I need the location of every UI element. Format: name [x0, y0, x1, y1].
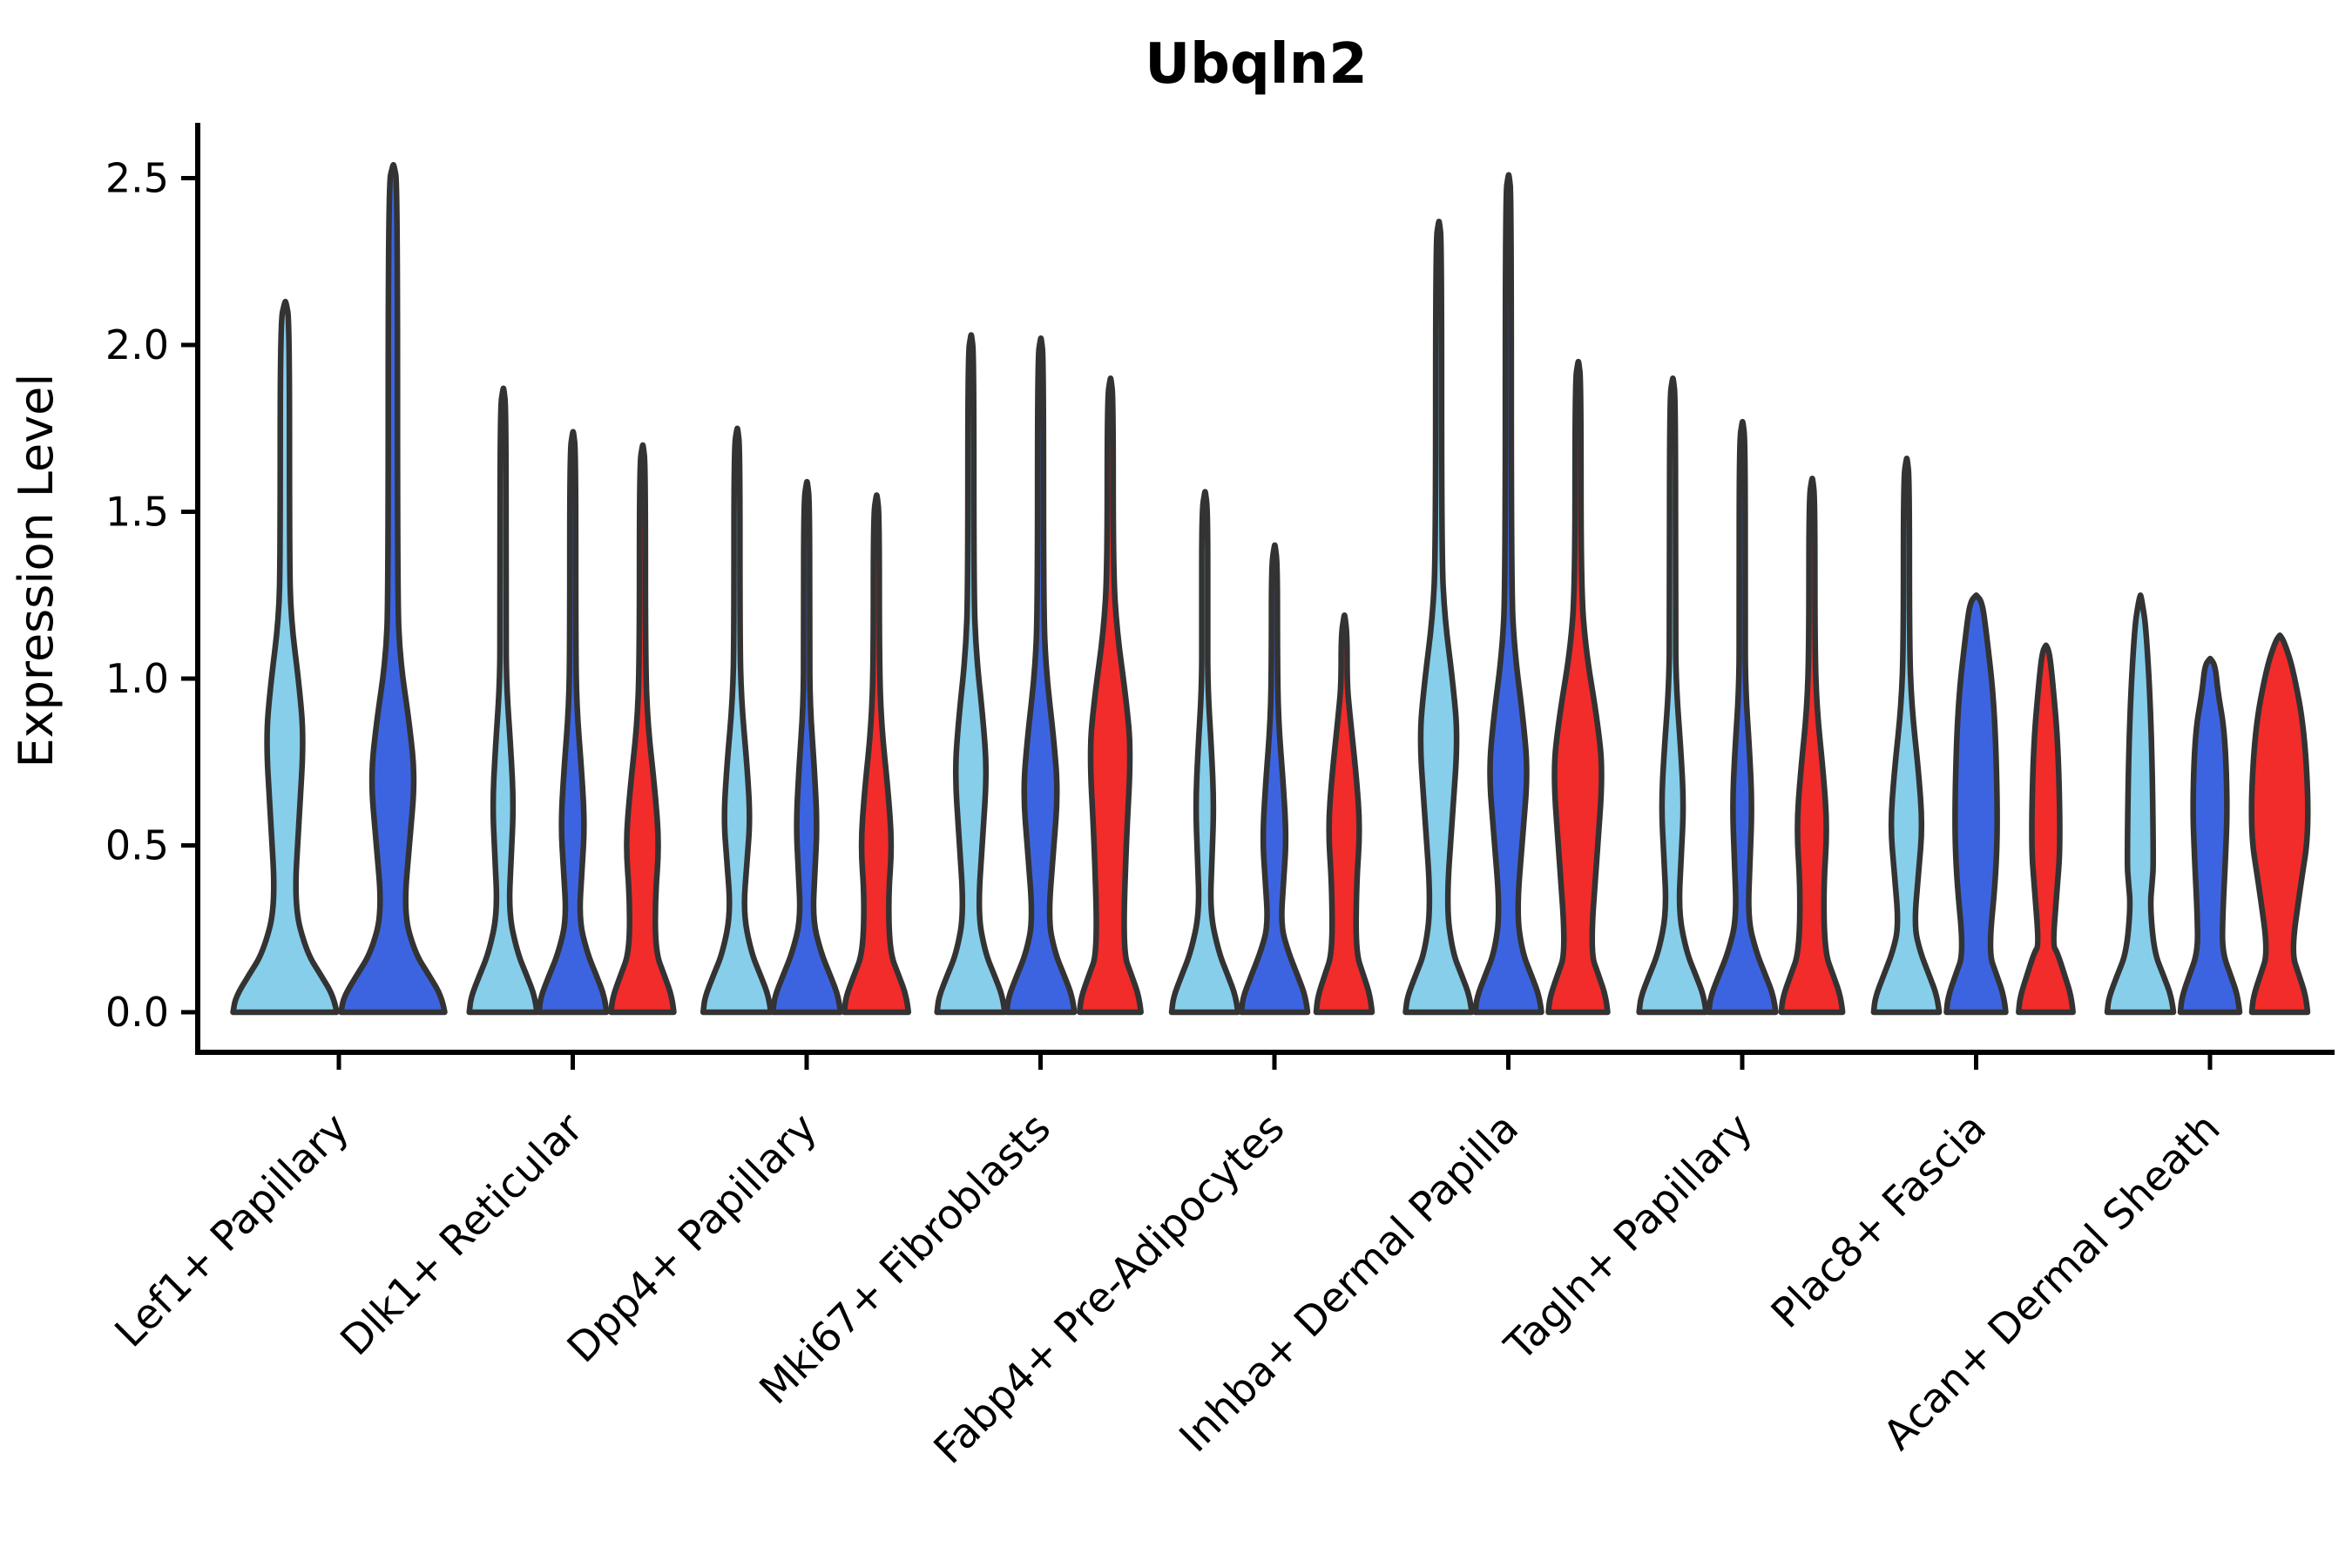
violin-dlk1-reticular-split-2 [536, 429, 610, 1016]
y-tick-label: 0.5 [105, 822, 169, 869]
y-tick-label: 0.0 [105, 989, 169, 1036]
y-tick-label: 2.5 [105, 155, 169, 202]
violin-tagln-papillary-split-3 [1778, 475, 1846, 1016]
x-tick-label-plac8-fascia: Plac8+ Fascia [1762, 1105, 1996, 1338]
violin-mki67-fibroblasts-split-3 [1077, 375, 1144, 1016]
violin-inhba-dermal-papilla-split-1 [1402, 219, 1475, 1016]
chart-title: Ubqln2 [1145, 32, 1368, 97]
violin-fabp4-pre-adipocytes-split-3 [1313, 612, 1375, 1016]
violin-fabp4-pre-adipocytes-split-1 [1168, 489, 1241, 1016]
violin-fabp4-pre-adipocytes-split-2 [1238, 542, 1311, 1016]
x-tick-label-lef1-papillary: Lef1+ Papillary [106, 1105, 359, 1357]
violin-acan-dermal-sheath-split-3 [2248, 632, 2311, 1016]
y-tick-label: 1.5 [105, 489, 169, 536]
violin-mki67-fibroblasts-split-2 [1004, 335, 1078, 1016]
violin-mki67-fibroblasts-split-1 [934, 332, 1008, 1016]
violin-lef1-papillary-split-1 [230, 298, 340, 1016]
violin-plac8-fascia-split-3 [2016, 642, 2076, 1016]
violin-inhba-dermal-papilla-split-2 [1472, 172, 1544, 1016]
violin-dpp4-papillary-split-3 [841, 492, 912, 1016]
y-axis-ticks: 0.0 0.5 1.0 1.5 2.0 2.5 [105, 155, 198, 1036]
x-tick-label-dlk1-reticular: Dlk1+ Reticular [332, 1104, 593, 1365]
x-tick-label-dpp4-papillary: Dpp4+ Papillary [558, 1105, 827, 1373]
violin-tagln-papillary-split-2 [1706, 418, 1779, 1016]
violin-dpp4-papillary-split-2 [769, 478, 844, 1016]
violin-inhba-dermal-papilla-split-3 [1545, 358, 1611, 1016]
violin-plac8-fascia-split-2 [1943, 592, 2009, 1016]
violin-acan-dermal-sheath-split-1 [2104, 592, 2177, 1016]
x-axis-ticks [336, 1052, 2213, 1070]
violin-plac8-fascia-split-1 [1870, 455, 1943, 1016]
y-axis-label: Expression Level [9, 374, 64, 768]
x-tick-label-tagln-papillary: Tagln+ Papillary [1496, 1105, 1762, 1371]
violin-acan-dermal-sheath-split-2 [2177, 655, 2243, 1016]
violin-tagln-papillary-split-1 [1636, 375, 1709, 1016]
y-tick-label: 1.0 [105, 655, 169, 702]
violin-dpp4-papillary-split-1 [700, 425, 774, 1016]
violin-lef1-papillary-split-2 [338, 161, 448, 1016]
violin-dlk1-reticular-split-1 [466, 385, 540, 1016]
violins-layer [230, 161, 2311, 1016]
violin-dlk1-reticular-split-3 [608, 442, 677, 1016]
y-tick-label: 2.0 [105, 321, 169, 368]
